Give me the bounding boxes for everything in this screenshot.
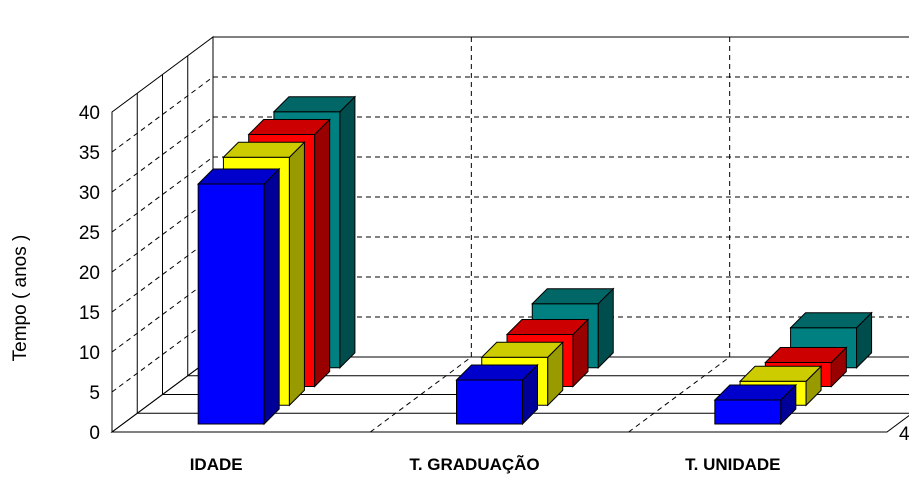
axis-labels: 0 5 10 15 20 25 30 35 40 IDADE T. GRADUAÇÃO T. UNID… bbox=[79, 103, 909, 474]
y-tick-label: 40 bbox=[79, 103, 100, 124]
gridline bbox=[111, 196, 214, 273]
y-axis-label: Tempo ( anos ) bbox=[10, 235, 31, 362]
bar-top bbox=[272, 96, 357, 113]
category-divider bbox=[628, 356, 730, 433]
bar-top bbox=[764, 347, 848, 363]
bar bbox=[713, 383, 798, 426]
gridline bbox=[111, 156, 214, 233]
gridline bbox=[111, 276, 214, 353]
bar-side bbox=[339, 95, 356, 369]
y-tick-label: 25 bbox=[79, 223, 100, 244]
x-tick-label: IDADE bbox=[190, 455, 243, 474]
bar-top bbox=[713, 384, 798, 401]
z-tick-label: 42 bbox=[899, 424, 909, 445]
bar-top bbox=[247, 119, 331, 135]
category-divider bbox=[370, 356, 472, 433]
bar-top bbox=[222, 141, 306, 158]
bar-top bbox=[738, 365, 823, 382]
y-tick-label: 20 bbox=[79, 263, 100, 284]
bar-top bbox=[789, 312, 873, 329]
y-tick-label: 30 bbox=[79, 183, 100, 204]
bar-top bbox=[455, 364, 539, 381]
gridline bbox=[111, 316, 214, 393]
bar-side bbox=[263, 167, 280, 426]
bar-front bbox=[197, 183, 265, 425]
bar-side bbox=[288, 141, 305, 407]
y-tick-label: 10 bbox=[79, 343, 100, 364]
bar-front bbox=[456, 379, 523, 425]
y-tick-label: 15 bbox=[79, 303, 100, 324]
x-tick-label: T. GRADUAÇÃO bbox=[409, 454, 539, 474]
bar-top bbox=[480, 341, 564, 358]
bar-top bbox=[505, 319, 590, 335]
gridline bbox=[111, 76, 214, 153]
bars bbox=[196, 95, 873, 426]
bar-side bbox=[314, 118, 331, 388]
y-tick-label: 35 bbox=[79, 143, 100, 164]
x-tick-label: T. UNIDADE bbox=[685, 455, 780, 474]
bar-front bbox=[714, 399, 782, 425]
y-tick-label: 0 bbox=[89, 423, 100, 444]
bar-top bbox=[531, 288, 615, 305]
bar bbox=[196, 167, 281, 426]
gridline bbox=[111, 236, 214, 313]
y-tick-label: 5 bbox=[89, 383, 100, 404]
gridline bbox=[111, 116, 214, 193]
bar bbox=[455, 363, 539, 426]
bar-top bbox=[196, 168, 281, 185]
